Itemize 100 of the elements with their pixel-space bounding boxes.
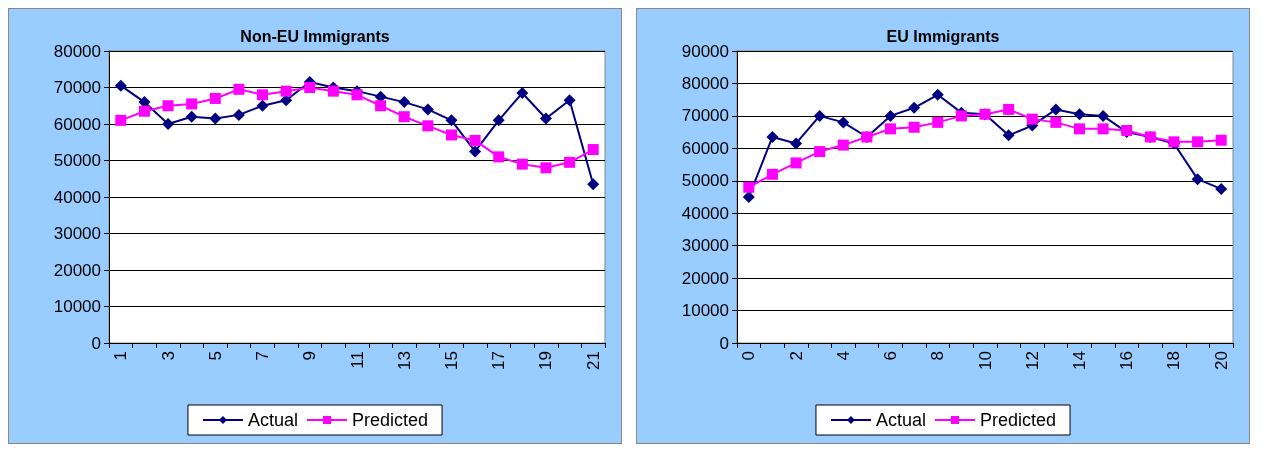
point [1003,103,1015,115]
point [766,130,779,143]
point [185,110,198,123]
point [469,134,481,146]
point [564,156,576,168]
point [885,123,897,135]
x-tick-label: 17 [489,351,509,370]
point [186,98,198,110]
point [1073,108,1086,121]
x-tick-label: 7 [253,351,273,361]
point [1215,182,1228,195]
x-tick-label: 12 [1022,351,1042,370]
point [1191,173,1204,186]
y-tick-label: 60000 [681,138,729,158]
x-tick-label: 4 [833,351,853,361]
point [280,85,292,97]
point [540,162,552,174]
x-tick-label: 16 [1117,351,1137,370]
point [421,103,434,116]
point [162,100,174,112]
point [587,144,599,156]
point [932,116,944,128]
point [908,121,920,133]
point [1049,103,1062,116]
y-tick-label: 80000 [681,73,729,93]
x-tick-label: 8 [928,351,948,361]
x-tick-label: 5 [205,351,225,361]
point [563,94,576,107]
point [931,88,944,101]
point [814,146,826,158]
x-tick-label: 21 [583,351,603,370]
point [837,116,850,129]
point [1215,134,1227,146]
point [233,83,245,95]
x-tick-label: 20 [1211,351,1231,370]
point [257,89,269,101]
point [1097,123,1109,135]
point [955,110,967,122]
point [1097,109,1110,122]
point [1192,136,1204,148]
point [256,99,269,112]
point [445,129,457,141]
x-tick-label: 18 [1164,351,1184,370]
legend-label: Actual [247,410,298,430]
point [351,89,363,101]
y-tick-label: 50000 [53,151,101,170]
chart-title: EU Immigrants [886,27,1000,45]
y-tick-label: 10000 [53,297,101,316]
legend-label: Predicted [351,410,429,430]
y-tick-label: 10000 [681,301,729,321]
y-tick-label: 90000 [681,41,729,61]
point [813,109,826,122]
x-tick-label: 0 [739,351,759,361]
x-tick-label: 10 [975,351,995,370]
point [742,191,755,203]
point [398,111,410,123]
y-tick-label: 20000 [53,260,101,280]
y-tick-label: 70000 [681,106,729,126]
x-tick-label: 9 [300,351,320,361]
point [469,145,482,158]
x-tick-label: 14 [1069,351,1089,370]
y-tick-label: 50000 [681,171,729,191]
point [138,105,150,117]
y-tick-label: 30000 [53,224,101,243]
legend-label: Predicted [979,410,1057,430]
x-tick-label: 15 [441,351,461,370]
point [1073,123,1085,135]
point [516,158,528,170]
point [209,92,221,104]
point [209,112,222,125]
chart-title: Non-EU Immigrants [240,27,390,45]
point [232,108,245,121]
point [790,157,802,169]
y-tick-label: 40000 [681,203,729,223]
point [539,112,552,125]
point [516,86,529,99]
y-tick-label: 70000 [53,78,101,97]
point [445,114,458,127]
point [837,139,849,151]
x-tick-label: 19 [536,351,556,370]
point [375,100,387,112]
x-tick-label: 11 [347,351,367,369]
point [766,168,778,180]
point [115,114,127,126]
x-tick-label: 6 [881,351,901,361]
point [1026,113,1038,125]
y-tick-label: 20000 [681,268,729,288]
point [587,178,600,191]
point [1050,116,1062,128]
legend-label: Actual [875,410,926,430]
point [422,120,434,132]
point [114,79,127,92]
point [162,118,175,130]
point [492,114,505,127]
x-tick-label: 1 [111,351,131,361]
point [743,181,755,193]
y-tick-label: 80000 [53,41,101,61]
point [908,101,921,114]
x-tick-label: 13 [394,351,414,370]
point [1002,129,1015,142]
